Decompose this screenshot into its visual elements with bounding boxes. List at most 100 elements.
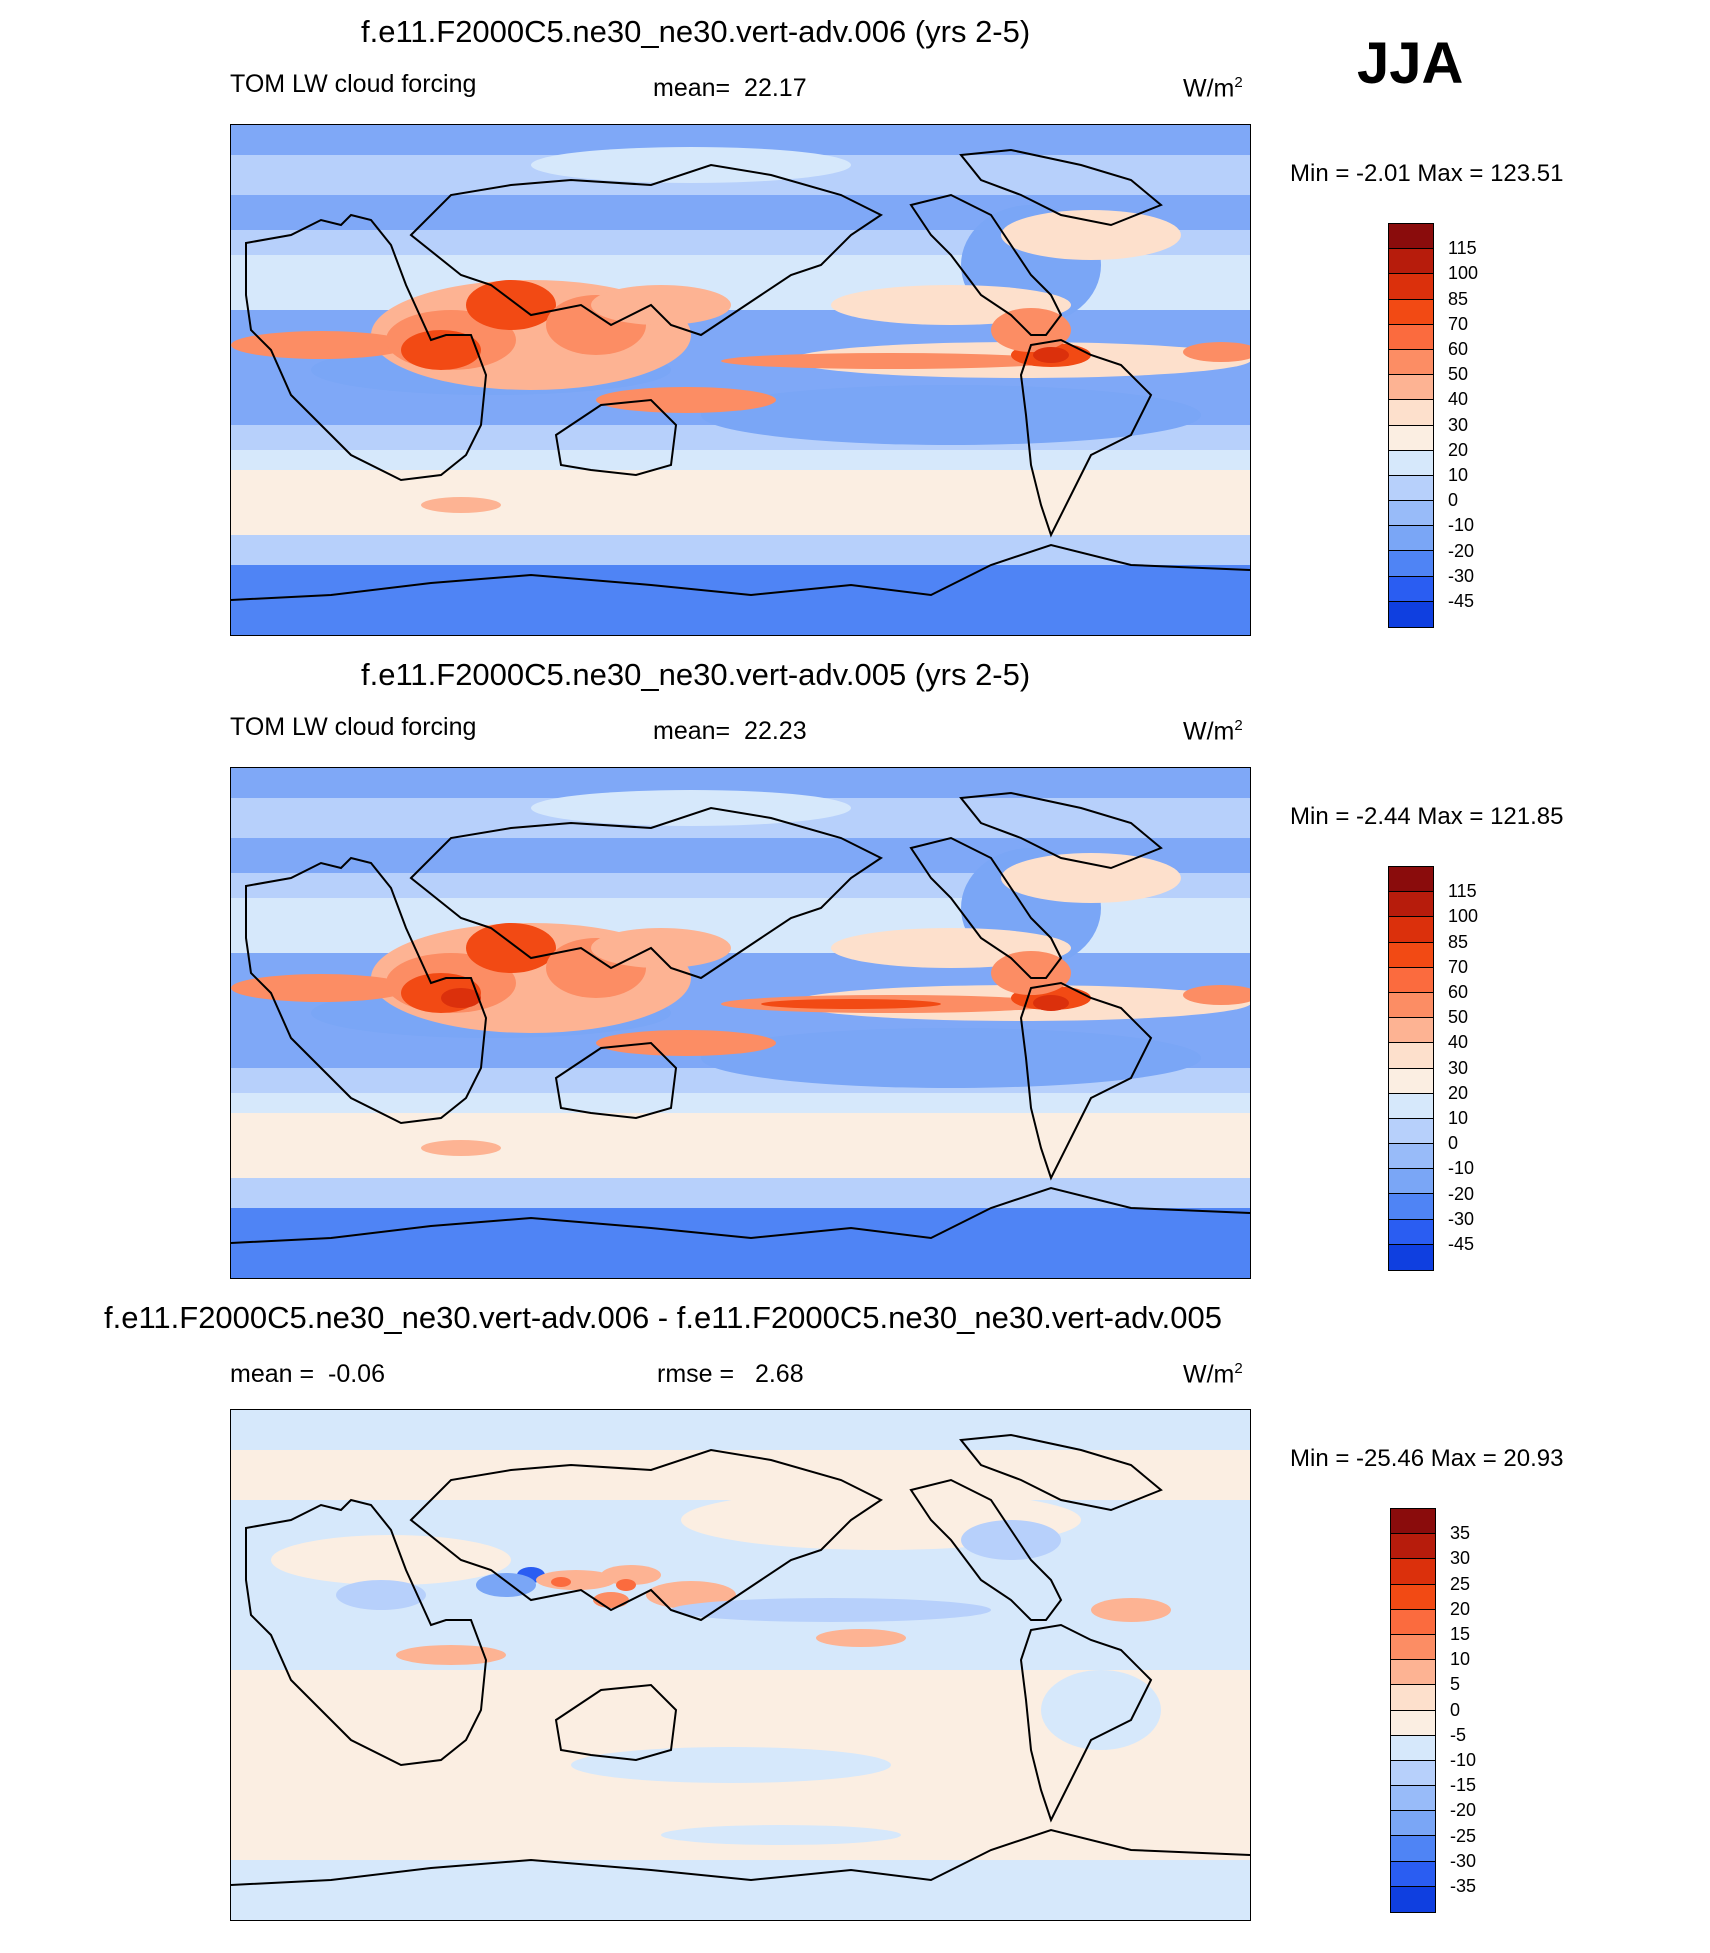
colorbar-tick-label: 20 bbox=[1448, 1082, 1469, 1103]
panel2-mean-value: 22.23 bbox=[744, 717, 807, 745]
colorbar-tick-label: -45 bbox=[1448, 591, 1475, 611]
panel1-units: W/m2 bbox=[1183, 74, 1243, 103]
panel1-variable: TOM LW cloud forcing bbox=[230, 70, 477, 98]
panel3-rmse: rmse = 2.68 bbox=[657, 1360, 804, 1389]
colorbar-tick-label: 115 bbox=[1448, 881, 1477, 902]
panel3-colorbar bbox=[1390, 1508, 1436, 1913]
colorbar-tick-label: -20 bbox=[1448, 1183, 1475, 1204]
colorbar-tick-label: 30 bbox=[1448, 1057, 1469, 1078]
colorbar-tick-label: 60 bbox=[1448, 339, 1469, 359]
colorbar-segment bbox=[1389, 992, 1433, 1019]
colorbar-segment bbox=[1389, 299, 1433, 325]
colorbar-segment bbox=[1391, 1861, 1435, 1887]
colorbar-tick-label: 35 bbox=[1450, 1523, 1471, 1544]
colorbar-segment bbox=[1389, 551, 1433, 577]
panel2-units-exp: 2 bbox=[1234, 717, 1243, 734]
colorbar-segment bbox=[1391, 1634, 1435, 1661]
panel1-units-exp: 2 bbox=[1234, 74, 1243, 91]
colorbar-tick-label: 0 bbox=[1448, 490, 1459, 511]
colorbar-tick-label: 115 bbox=[1448, 238, 1477, 259]
colorbar-tick-label: -30 bbox=[1448, 1208, 1475, 1229]
colorbar-tick-label: 100 bbox=[1448, 906, 1479, 927]
colorbar-segment bbox=[1389, 1118, 1433, 1145]
panel2-units-base: W/m bbox=[1183, 717, 1235, 746]
colorbar-tick-label: -25 bbox=[1450, 1825, 1477, 1846]
colorbar-segment bbox=[1389, 249, 1433, 275]
colorbar-segment bbox=[1389, 1219, 1433, 1245]
panel1-mean-value: 22.17 bbox=[744, 74, 807, 102]
panel2-map bbox=[230, 767, 1251, 1279]
colorbar-segment bbox=[1391, 1710, 1435, 1736]
panel1-title: f.e11.F2000C5.ne30_ne30.vert-adv.006 (yr… bbox=[361, 14, 1031, 49]
colorbar-tick-label: 70 bbox=[1448, 956, 1469, 977]
colorbar-tick-label: 20 bbox=[1448, 439, 1469, 460]
colorbar-segment bbox=[1389, 1093, 1433, 1119]
colorbar-segment bbox=[1389, 224, 1433, 250]
colorbar-segment bbox=[1389, 349, 1433, 376]
colorbar-segment bbox=[1389, 400, 1433, 426]
panel2-mean-label: mean= bbox=[653, 717, 731, 745]
colorbar-segment bbox=[1389, 1169, 1433, 1195]
colorbar-tick-label: -10 bbox=[1450, 1750, 1477, 1770]
colorbar-segment bbox=[1389, 1068, 1433, 1094]
colorbar-segment bbox=[1389, 1194, 1433, 1220]
panel3-mean-value: -0.06 bbox=[328, 1360, 385, 1388]
colorbar-tick-label: 40 bbox=[1448, 1032, 1469, 1053]
colorbar-tick-label: 60 bbox=[1448, 982, 1469, 1002]
colorbar-segment bbox=[1389, 1244, 1433, 1270]
colorbar-tick-label: 10 bbox=[1450, 1649, 1471, 1670]
panel1-colorbar bbox=[1388, 223, 1434, 628]
colorbar-tick-label: 15 bbox=[1450, 1624, 1471, 1644]
panel3-map-svg bbox=[231, 1410, 1250, 1920]
colorbar-tick-label: 5 bbox=[1450, 1674, 1461, 1695]
colorbar-segment bbox=[1389, 942, 1433, 968]
colorbar-tick-label: 40 bbox=[1448, 389, 1469, 410]
panel1-map bbox=[230, 124, 1251, 636]
colorbar-tick-label: -10 bbox=[1448, 1158, 1475, 1179]
colorbar-segment bbox=[1389, 892, 1433, 918]
colorbar-tick-label: 30 bbox=[1450, 1548, 1471, 1569]
colorbar-tick-label: 10 bbox=[1448, 465, 1469, 485]
colorbar-tick-label: -20 bbox=[1450, 1800, 1477, 1821]
colorbar-segment bbox=[1391, 1836, 1435, 1862]
colorbar-tick-label: 20 bbox=[1450, 1598, 1471, 1619]
panel3-map bbox=[230, 1409, 1251, 1921]
panel2-mean: mean= 22.23 bbox=[653, 717, 807, 746]
colorbar-segment bbox=[1389, 1144, 1433, 1170]
colorbar-segment bbox=[1389, 917, 1433, 943]
panel1-units-base: W/m bbox=[1183, 74, 1235, 103]
panel3-title: f.e11.F2000C5.ne30_ne30.vert-adv.006 - f… bbox=[104, 1300, 1222, 1335]
colorbar-segment bbox=[1389, 475, 1433, 502]
panel3-mean: mean = -0.06 bbox=[230, 1360, 385, 1389]
colorbar-segment bbox=[1389, 375, 1433, 401]
colorbar-segment bbox=[1391, 1660, 1435, 1686]
panel2-minmax: Min = -2.44 Max = 121.85 bbox=[1290, 803, 1564, 830]
colorbar-segment bbox=[1391, 1609, 1435, 1635]
panel3-minmax: Min = -25.46 Max = 20.93 bbox=[1290, 1445, 1564, 1472]
colorbar-segment bbox=[1389, 274, 1433, 300]
colorbar-tick-label: -20 bbox=[1448, 540, 1475, 561]
colorbar-segment bbox=[1391, 1760, 1435, 1787]
season-label: JJA bbox=[1357, 31, 1464, 96]
panel3-units-exp: 2 bbox=[1234, 1360, 1243, 1377]
colorbar-segment bbox=[1389, 576, 1433, 602]
colorbar-segment bbox=[1389, 601, 1433, 627]
panel3-units: W/m2 bbox=[1183, 1360, 1243, 1389]
colorbar-segment bbox=[1389, 501, 1433, 527]
colorbar-segment bbox=[1391, 1886, 1435, 1912]
panel3-units-base: W/m bbox=[1183, 1360, 1235, 1389]
colorbar-segment bbox=[1389, 967, 1433, 993]
colorbar-tick-label: -5 bbox=[1450, 1724, 1467, 1745]
colorbar-tick-label: -35 bbox=[1450, 1876, 1477, 1896]
colorbar-tick-label: 85 bbox=[1448, 288, 1469, 309]
colorbar-segment bbox=[1389, 867, 1433, 893]
colorbar-segment bbox=[1389, 1018, 1433, 1044]
colorbar-segment bbox=[1389, 526, 1433, 552]
colorbar-segment bbox=[1391, 1685, 1435, 1711]
colorbar-tick-label: 70 bbox=[1448, 313, 1469, 334]
colorbar-tick-label: 0 bbox=[1448, 1133, 1459, 1154]
colorbar-segment bbox=[1391, 1811, 1435, 1837]
colorbar-tick-label: -45 bbox=[1448, 1234, 1475, 1254]
panel2-units: W/m2 bbox=[1183, 717, 1243, 746]
colorbar-segment bbox=[1389, 450, 1433, 476]
